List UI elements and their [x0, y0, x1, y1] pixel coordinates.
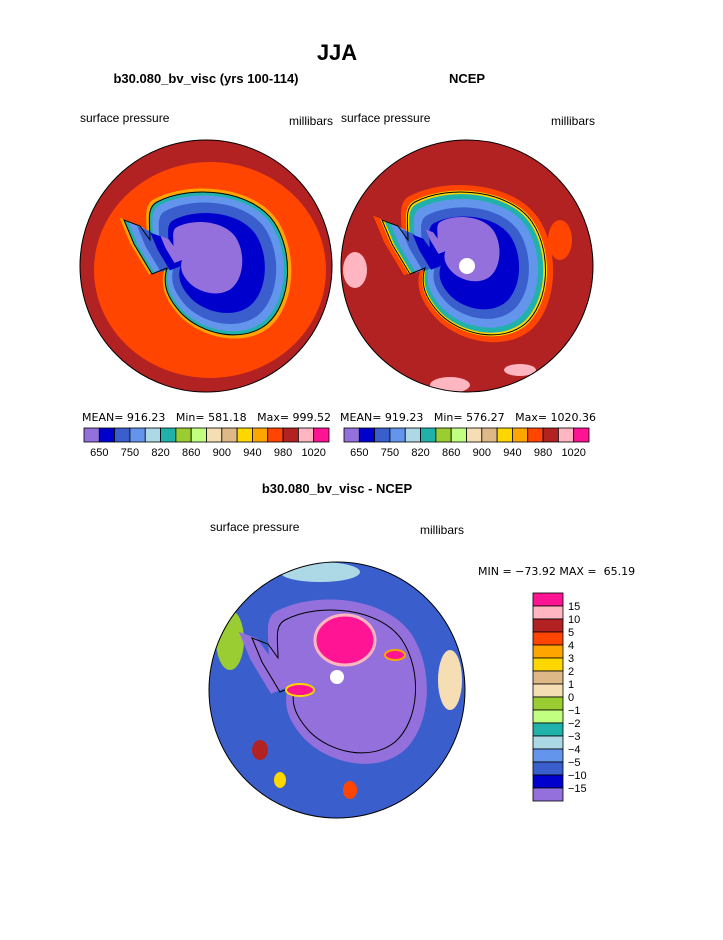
colorbar-box [532, 735, 564, 750]
colorbar-box [532, 644, 564, 659]
right-label: millibars [289, 114, 333, 128]
colorbar-box [557, 427, 575, 443]
colorbar-box [532, 722, 564, 737]
colorbar-label: 4 [568, 640, 574, 652]
difference-map [209, 562, 465, 818]
colorbar-label: 900 [473, 447, 491, 459]
colorbar-label: 650 [350, 447, 368, 459]
stats: MEAN= 919.23 Min= 576.27 Max= 1020.36 [340, 411, 596, 424]
panel-title: b30.080_bv_visc (yrs 100-114) [113, 71, 298, 86]
colorbar-box [160, 427, 177, 443]
colorbar-label: −2 [568, 718, 581, 730]
colorbar-box [527, 427, 544, 443]
colorbar-label: 3 [568, 653, 574, 665]
colorbar-label: 15 [568, 601, 580, 613]
colorbar-label: −15 [568, 783, 587, 795]
colorbar-box [374, 427, 391, 443]
colorbar-label: −5 [568, 757, 581, 769]
colorbar-box [532, 670, 564, 685]
colorbar-box [532, 774, 564, 789]
colorbar-box [532, 696, 564, 711]
colorbar-box [512, 427, 529, 443]
colorbar-box [389, 427, 406, 443]
colorbar-box [532, 787, 564, 802]
left-label: surface pressure [80, 111, 170, 125]
colorbar-label: 860 [442, 447, 460, 459]
colorbar-box [532, 683, 564, 698]
colorbar-box [542, 427, 559, 443]
colorbar-box [532, 592, 564, 607]
colorbar-label: 1020 [301, 447, 325, 459]
colorbar-label: 900 [213, 447, 231, 459]
stats: MIN = −73.92 MAX = 65.19 [478, 565, 635, 578]
map-border [79, 139, 333, 393]
colorbar-box [144, 427, 161, 443]
colorbar-label: 10 [568, 614, 580, 626]
left-label: surface pressure [210, 520, 300, 534]
colorbar-label: 1020 [561, 447, 585, 459]
colorbar-box [532, 631, 564, 646]
right-label: millibars [551, 114, 595, 128]
colorbar-box [435, 427, 452, 443]
colorbar-box [481, 427, 498, 443]
colorbar-box [190, 427, 207, 443]
colorbar-label: 980 [274, 447, 292, 459]
stats: MEAN= 916.23 Min= 581.18 Max= 999.52 [82, 411, 331, 424]
colorbar-box [221, 427, 238, 443]
colorbar-box [98, 427, 116, 443]
colorbar-label: −10 [568, 770, 587, 782]
colorbar-label: 1 [568, 679, 574, 691]
colorbar-box [267, 427, 284, 443]
colorbar-label: −1 [568, 705, 581, 717]
left-label: surface pressure [341, 111, 431, 125]
colorbar-box [532, 761, 564, 776]
colorbar-box [297, 427, 315, 443]
colorbar-box [206, 427, 223, 443]
colorbar-box [129, 427, 146, 443]
colorbar-box [236, 427, 253, 443]
colorbar-box [573, 427, 590, 443]
colorbar-box [532, 657, 564, 672]
colorbar-box [404, 427, 421, 443]
colorbar-label: 820 [151, 447, 169, 459]
colorbar-box [532, 618, 564, 633]
colorbar-label: −4 [568, 744, 581, 756]
colorbar-label: 0 [568, 692, 574, 704]
colorbar-label: 5 [568, 627, 574, 639]
right-label: millibars [420, 523, 464, 537]
ncep-map [341, 140, 593, 392]
colorbar-box [532, 605, 564, 620]
colorbar-label: 750 [121, 447, 139, 459]
colorbar-label: 860 [182, 447, 200, 459]
model-map [80, 140, 332, 392]
map-border [208, 561, 466, 819]
colorbar-box [252, 427, 269, 443]
colorbar-box [532, 748, 564, 763]
colorbar-label: −3 [568, 731, 581, 743]
colorbar-box [358, 427, 376, 443]
colorbar-box [450, 427, 467, 443]
colorbar-label: 940 [243, 447, 261, 459]
colorbar-box [420, 427, 437, 443]
colorbar-box [114, 427, 131, 443]
colorbar-box [313, 427, 330, 443]
colorbar-box [496, 427, 513, 443]
main-title: JJA [317, 40, 357, 65]
colorbar-box [532, 709, 564, 724]
colorbar-box [466, 427, 483, 443]
difference-title: b30.080_bv_visc - NCEP [262, 481, 413, 496]
colorbar-label: 980 [534, 447, 552, 459]
colorbar-box [343, 427, 360, 443]
colorbar-label: 940 [503, 447, 521, 459]
map-border [340, 139, 594, 393]
colorbar-label: 650 [90, 447, 108, 459]
colorbar-label: 750 [381, 447, 399, 459]
panel-title: NCEP [449, 71, 485, 86]
colorbar-box [175, 427, 192, 443]
colorbar-label: 2 [568, 666, 574, 678]
colorbar-box [282, 427, 299, 443]
colorbar-label: 820 [411, 447, 429, 459]
colorbar-box [83, 427, 100, 443]
